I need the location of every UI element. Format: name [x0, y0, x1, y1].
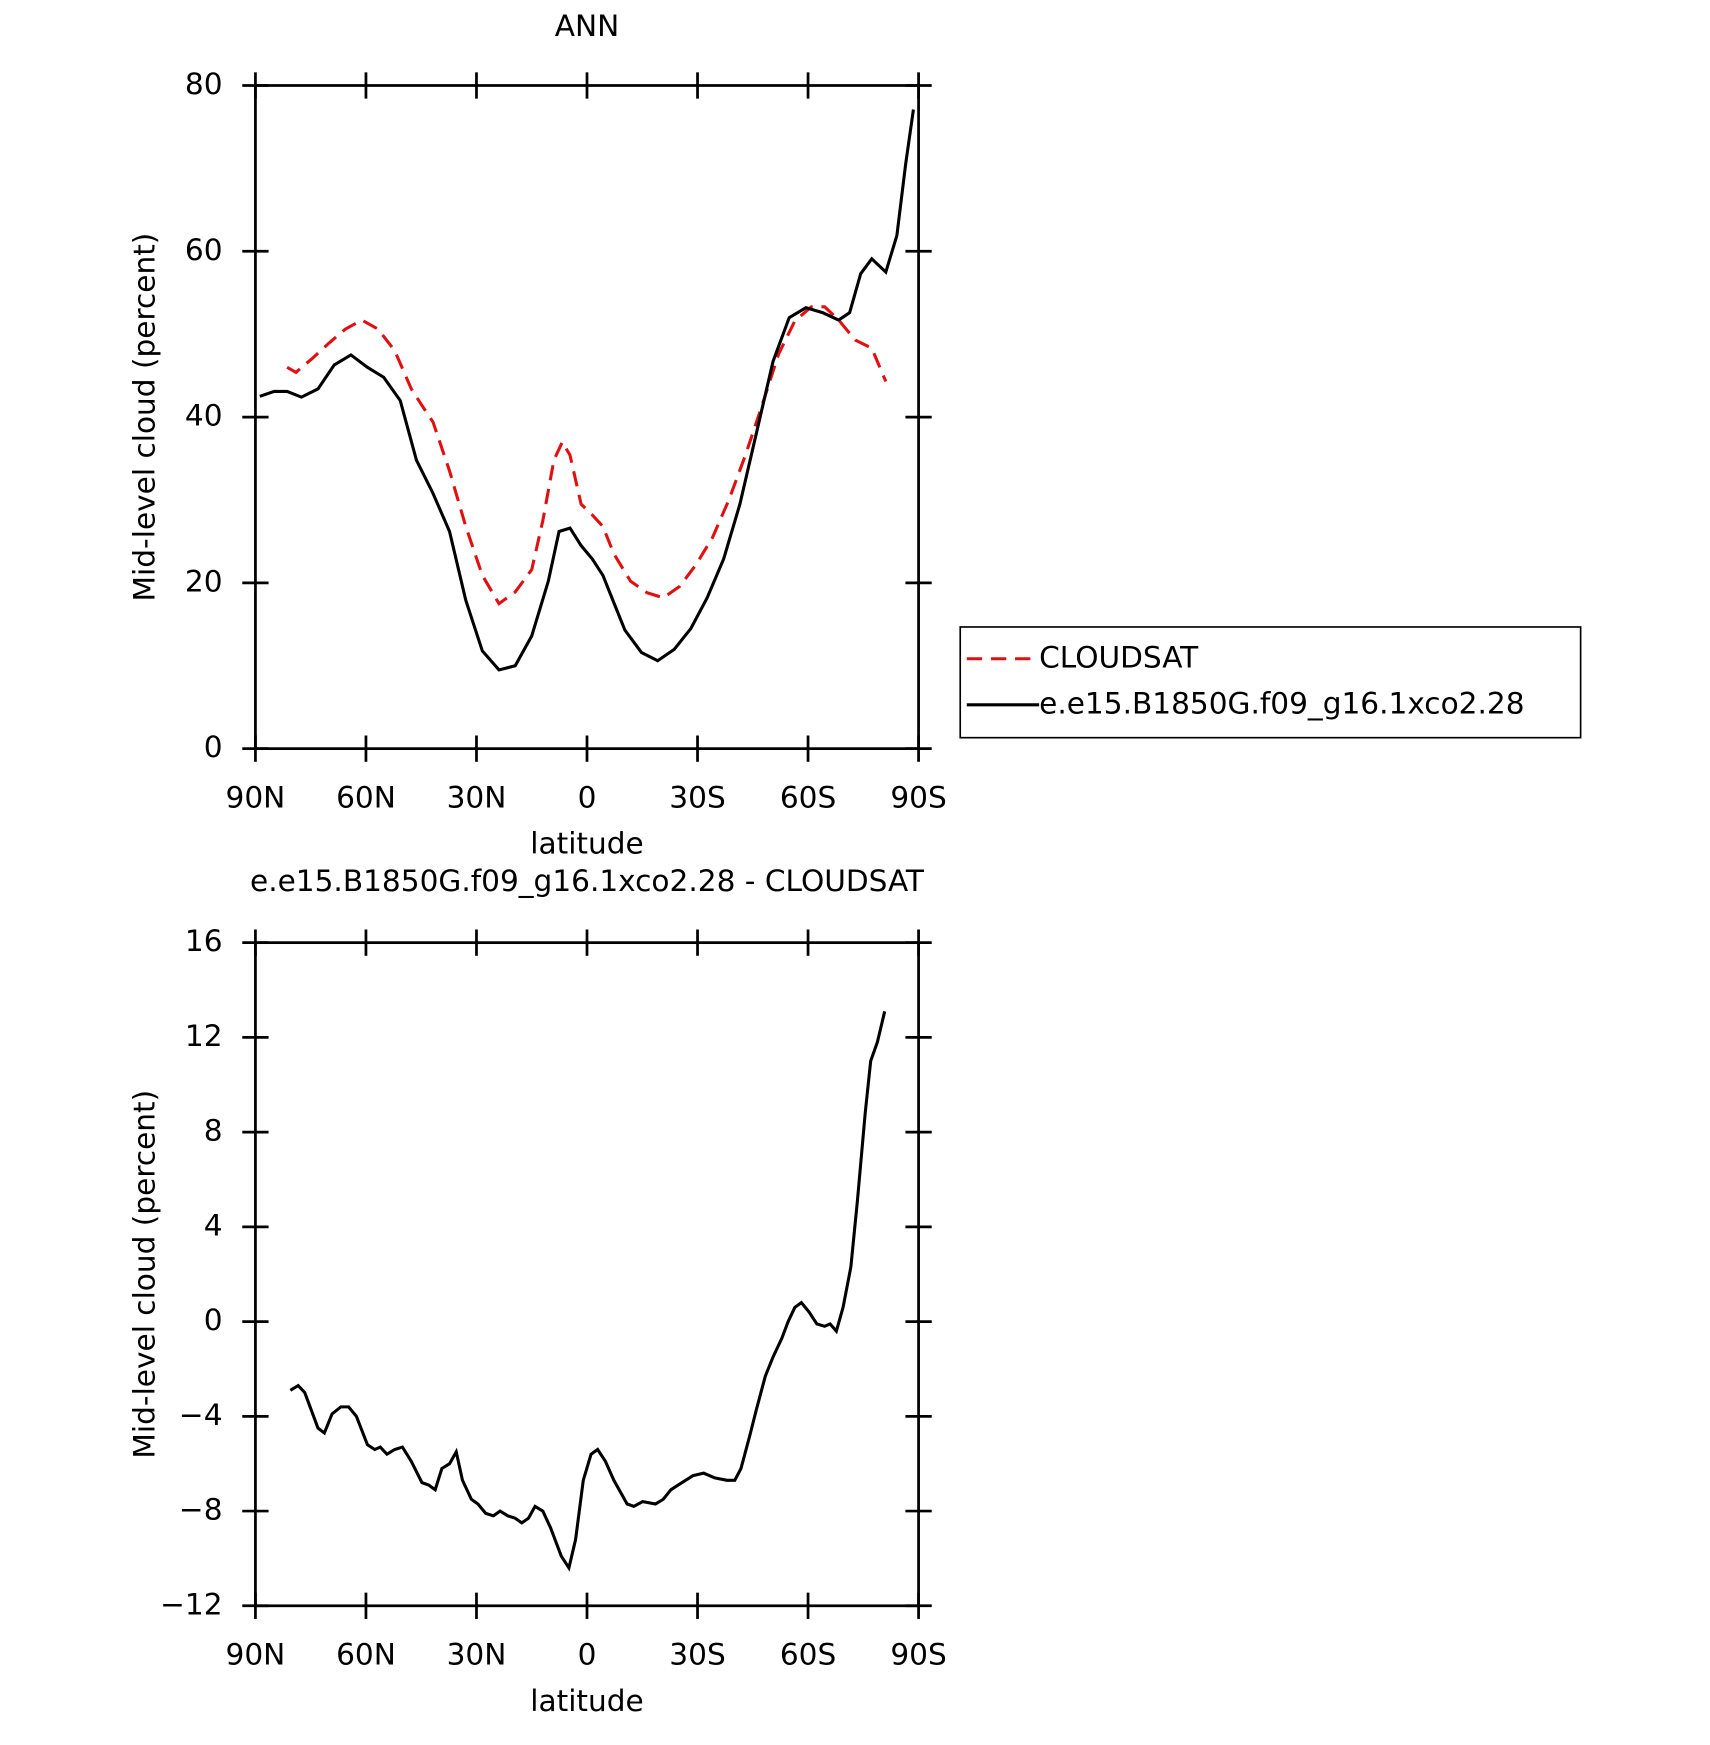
- plot-frame: [254, 84, 920, 751]
- x-tick-label: 90S: [890, 781, 946, 815]
- y-tick-label: 16: [185, 924, 223, 958]
- x-axis-label: latitude: [530, 827, 643, 861]
- plot-frame: [254, 941, 920, 1608]
- y-tick-label: 60: [185, 233, 223, 267]
- series-line: [289, 1011, 887, 1572]
- series-line: [259, 109, 915, 672]
- x-tick-label: 90N: [226, 781, 286, 815]
- y-tick-label: 4: [204, 1208, 223, 1242]
- y-tick-label: 20: [185, 564, 223, 598]
- y-tick-label: −12: [160, 1587, 222, 1621]
- legend-box: [959, 626, 1582, 739]
- x-tick-label: 60S: [780, 1638, 836, 1672]
- y-tick-label: 12: [185, 1019, 223, 1053]
- y-tick-label: 0: [204, 730, 223, 764]
- x-tick-label: 60N: [336, 781, 396, 815]
- x-tick-label: 60S: [780, 781, 836, 815]
- series-line: [286, 305, 888, 606]
- y-tick-label: 0: [204, 1303, 223, 1337]
- legend-label: CLOUDSAT: [1039, 640, 1199, 674]
- x-tick-label: 60N: [336, 1638, 396, 1672]
- y-axis-label: Mid-level cloud (percent): [127, 233, 161, 602]
- chart-title: ANN: [555, 9, 620, 43]
- x-tick-label: 90N: [226, 1638, 286, 1672]
- x-tick-label: 90S: [890, 1638, 946, 1672]
- legend-label: e.e15.B1850G.f09_g16.1xco2.28: [1039, 686, 1524, 720]
- y-tick-label: −8: [179, 1493, 223, 1527]
- x-tick-label: 0: [578, 781, 597, 815]
- x-tick-label: 30N: [447, 1638, 507, 1672]
- x-tick-label: 30S: [669, 781, 725, 815]
- x-axis-label: latitude: [530, 1684, 643, 1718]
- x-tick-label: 0: [578, 1638, 597, 1672]
- y-tick-label: −4: [179, 1398, 223, 1432]
- chart-title: e.e15.B1850G.f09_g16.1xco2.28 - CLOUDSAT: [250, 864, 925, 898]
- y-axis-label: Mid-level cloud (percent): [127, 1090, 161, 1459]
- y-tick-label: 40: [185, 399, 223, 433]
- y-tick-label: 8: [204, 1114, 223, 1148]
- y-tick-label: 80: [185, 67, 223, 101]
- x-tick-label: 30S: [669, 1638, 725, 1672]
- x-tick-label: 30N: [447, 781, 507, 815]
